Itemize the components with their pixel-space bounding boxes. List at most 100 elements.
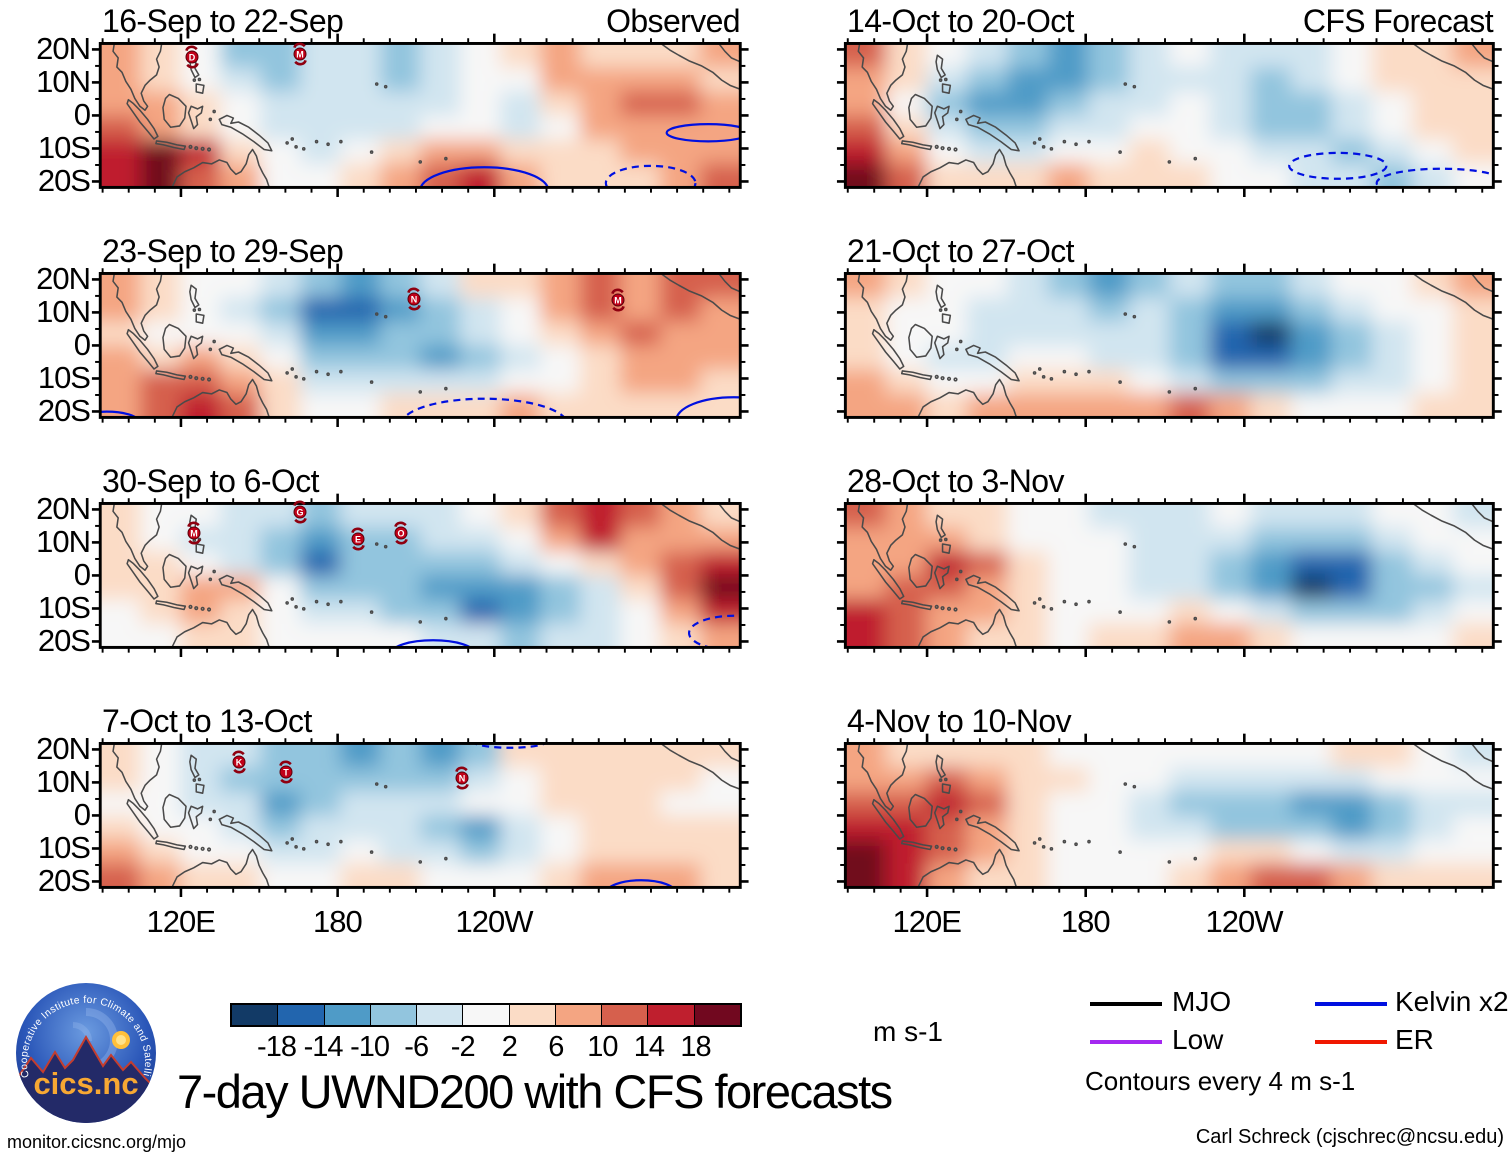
map-fcst-3	[836, 493, 1502, 657]
storm-letter: M	[615, 296, 623, 306]
legend-label-er: ER	[1395, 1024, 1434, 1055]
lon-label-180: 180	[1060, 904, 1111, 939]
lat-label-0: 0	[73, 797, 91, 832]
lon-label-120E: 120E	[146, 904, 215, 939]
lat-label-10S: 10S	[37, 830, 91, 865]
panel-title-fcst-2: 21-Oct to 27-Oct	[847, 233, 1075, 269]
storm-letter: D	[189, 53, 196, 63]
storm-letter: N	[459, 773, 466, 783]
lat-label-10S: 10S	[37, 130, 91, 165]
storm-letter: G	[297, 507, 304, 517]
lat-label-0: 0	[73, 327, 91, 362]
legend-label-mjo: MJO	[1172, 986, 1232, 1017]
storm-marker-K: K	[231, 750, 247, 774]
panel-title-obs-4: 7-Oct to 13-Oct	[102, 703, 312, 739]
colorbar-cell	[417, 1005, 464, 1025]
wind-anomaly-field	[844, 42, 1493, 187]
map-obs-3	[91, 493, 749, 657]
tropical-cyclone-icon: D	[185, 45, 200, 69]
map-frame	[98, 501, 742, 649]
footer-url: monitor.cicsnc.org/mjo	[7, 1132, 187, 1152]
colorbar-cell	[602, 1005, 649, 1025]
colorbar-tick-6: 6	[548, 1031, 564, 1063]
kelvin-wave-contour	[604, 164, 697, 187]
kelvin-wave-contour	[472, 742, 548, 749]
storm-letter: K	[236, 757, 243, 767]
lat-label-10N: 10N	[36, 524, 91, 559]
colorbar-cell	[324, 1005, 371, 1025]
legend-line-mjo	[1090, 1002, 1162, 1006]
footer-credit: Carl Schreck (cjschrec@ncsu.edu)	[1195, 1126, 1504, 1148]
column-header-observed: Observed	[606, 3, 741, 39]
panel-title-fcst-1: 14-Oct to 20-Oct	[847, 3, 1075, 39]
kelvin-wave-contour	[419, 165, 549, 187]
logo-mountains	[16, 1034, 156, 1123]
storm-letter: O	[397, 529, 404, 539]
panel-obs-3: M G E O	[91, 493, 749, 657]
storm-marker-M: M	[610, 288, 626, 312]
lat-label-10N: 10N	[36, 764, 91, 799]
storm-marker-N: N	[454, 766, 470, 790]
tropical-cyclone-icon: M	[187, 521, 201, 545]
colorbar-cell	[694, 1005, 740, 1025]
colorbar-tick--18: -18	[257, 1031, 297, 1063]
tropical-cyclone-icon: N	[455, 766, 470, 789]
lat-label-20N: 20N	[36, 260, 91, 296]
cicsnc-logo: Cooperative Institute for Climate and Sa…	[13, 980, 156, 1123]
lon-label-120W: 120W	[1205, 904, 1284, 939]
lat-label-20S: 20S	[37, 623, 91, 659]
tropical-cyclone-icon: T	[278, 760, 293, 784]
tropical-cyclone-icon: N	[406, 287, 421, 311]
tropical-cyclone-icon: E	[351, 527, 365, 551]
panel-fcst-3	[836, 493, 1502, 657]
legend-label-low: Low	[1172, 1024, 1224, 1055]
colorbar-cell	[509, 1005, 556, 1025]
colorbar-tick-14: 14	[633, 1031, 665, 1063]
lat-label-20S: 20S	[37, 163, 91, 199]
storm-marker-D: D	[184, 45, 200, 69]
colorbar-tick--10: -10	[350, 1031, 390, 1063]
lat-label-10S: 10S	[37, 360, 91, 395]
kelvin-wave-contour	[687, 614, 741, 647]
lat-label-20S: 20S	[37, 863, 91, 899]
colorbar	[230, 1003, 742, 1027]
map-frame	[843, 501, 1495, 649]
wind-anomaly-field	[100, 502, 741, 647]
lon-label-120W: 120W	[455, 904, 534, 939]
lat-label-20S: 20S	[37, 393, 91, 429]
panel-title-obs-1: 16-Sep to 22-Sep	[102, 3, 344, 39]
map-fcst-1	[836, 33, 1502, 197]
panel-obs-4: K T N	[91, 733, 749, 897]
map-fcst-2	[836, 263, 1502, 427]
kelvin-wave-contour	[607, 878, 675, 887]
legend-line-er	[1315, 1040, 1387, 1044]
legend-line-kelvin-x2	[1315, 1002, 1387, 1006]
lat-label-10N: 10N	[36, 64, 91, 99]
tropical-cyclone-icon: O	[393, 521, 408, 545]
storm-letter: E	[355, 534, 361, 544]
logo-wordmark: cics.nc	[33, 1066, 138, 1101]
panel-obs-2: N M	[91, 263, 749, 427]
map-frame	[98, 271, 742, 419]
lat-label-10N: 10N	[36, 294, 91, 329]
map-frame	[98, 41, 742, 189]
storm-marker-N: N	[406, 287, 422, 311]
colorbar-tick-2: 2	[501, 1031, 518, 1063]
panel-title-obs-3: 30-Sep to 6-Oct	[102, 463, 320, 499]
storm-marker-T: T	[278, 760, 294, 784]
column-header-cfs-forecast: CFS Forecast	[1302, 3, 1494, 39]
map-frame	[98, 741, 742, 889]
panel-title-obs-2: 23-Sep to 29-Sep	[102, 233, 344, 269]
kelvin-wave-contour	[393, 638, 473, 647]
storm-letter: T	[283, 767, 289, 777]
map-fcst-4	[836, 733, 1502, 897]
storm-marker-M: M	[292, 42, 308, 66]
panel-title-fcst-3: 28-Oct to 3-Nov	[847, 463, 1064, 499]
storm-marker-O: O	[393, 521, 409, 545]
panel-fcst-4	[836, 733, 1502, 897]
colorbar-cell	[278, 1005, 325, 1025]
kelvin-wave-contour	[665, 122, 741, 142]
tropical-cyclone-icon: M	[611, 288, 626, 312]
tropical-cyclone-icon: M	[293, 42, 308, 66]
